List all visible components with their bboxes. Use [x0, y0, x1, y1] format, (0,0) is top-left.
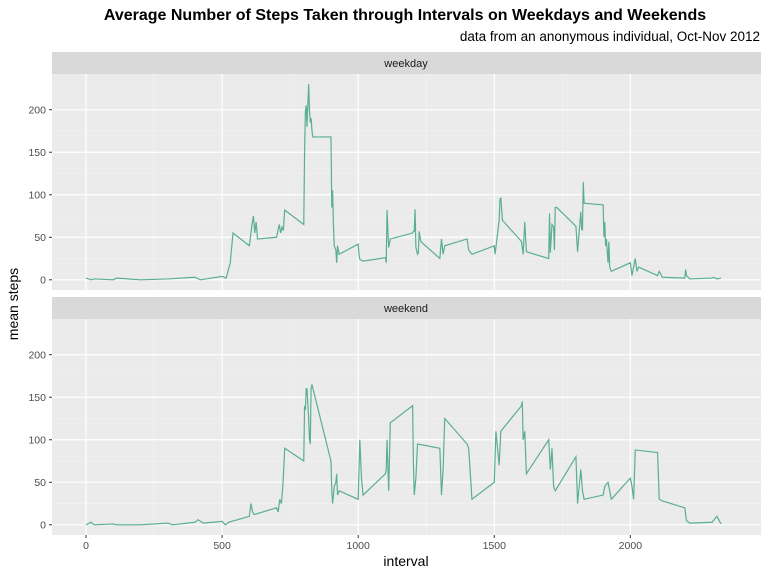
x-tick-label: 0: [83, 540, 89, 552]
chart-title: Average Number of Steps Taken through In…: [104, 7, 706, 24]
series-line-weekday: [85, 84, 722, 281]
y-tick-label: 200: [28, 350, 46, 362]
strip-weekend: [52, 297, 761, 319]
y-tick-label: 100: [28, 435, 46, 447]
series-line-weekend: [85, 384, 722, 526]
strip-label-weekday: weekday: [383, 58, 428, 70]
x-axis-ticks: 0 500 1000 1500 2000: [83, 535, 642, 552]
x-tick-label: 2000: [619, 540, 643, 552]
facet-weekday: weekday 0 50 100 150 200: [28, 52, 761, 290]
y-tick-label: 150: [28, 147, 46, 159]
y-tick-label: 50: [34, 477, 46, 489]
facet-weekend: weekend 0 50 100 150 200: [28, 297, 761, 535]
y-tick-label: 50: [34, 232, 46, 244]
y-tick-label: 200: [28, 105, 46, 117]
y-axis-ticks-weekend: 0 50 100 150 200: [28, 350, 52, 532]
y-tick-label: 0: [40, 520, 46, 532]
y-axis-ticks-weekday: 0 50 100 150 200: [28, 105, 52, 287]
y-axis-title: mean steps: [5, 268, 21, 340]
strip-label-weekend: weekend: [383, 303, 428, 315]
x-tick-label: 500: [213, 540, 231, 552]
x-tick-label: 1000: [347, 540, 371, 552]
strip-weekday: [52, 52, 761, 74]
x-axis-title: interval: [383, 553, 428, 569]
chart-subtitle: data from an anonymous individual, Oct-N…: [460, 29, 760, 44]
panel-weekday: [52, 74, 761, 290]
y-tick-label: 0: [40, 275, 46, 287]
panel-weekend: [52, 319, 761, 535]
x-tick-label: 1500: [483, 540, 507, 552]
gridlines-weekday: [52, 74, 761, 290]
y-tick-label: 100: [28, 190, 46, 202]
y-tick-label: 150: [28, 392, 46, 404]
